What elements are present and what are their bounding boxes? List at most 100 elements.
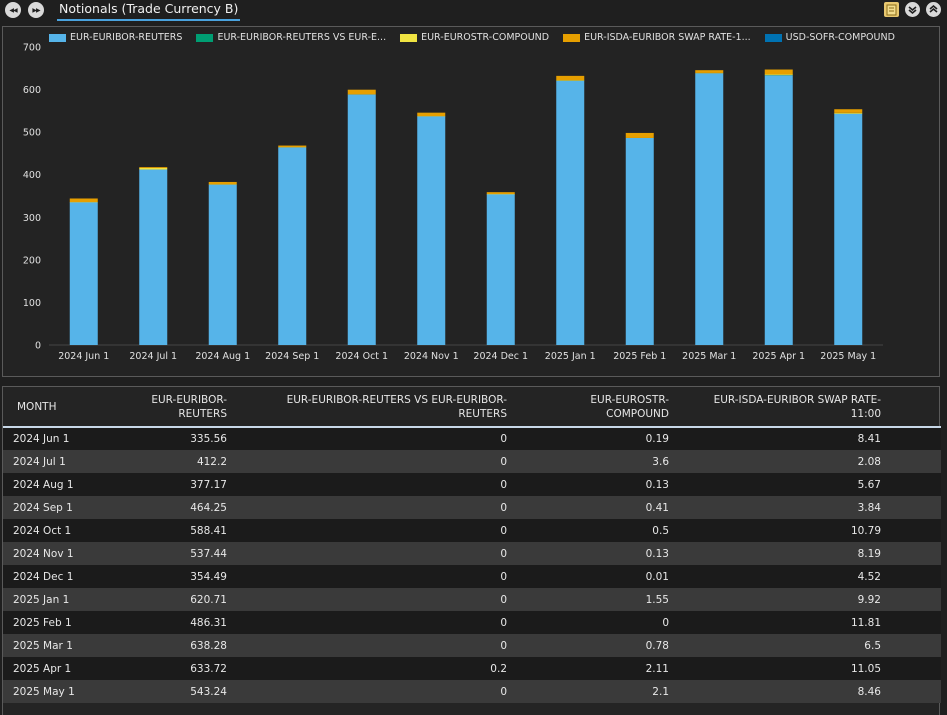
table-row[interactable]: 2025 Mar 1 638.28 0 0.78 6.5 [3,634,941,657]
notes-button[interactable] [884,2,899,17]
table-cell-value: 412.2 [196,455,227,468]
table-cell-value: 11.05 [850,662,881,675]
bar-segment[interactable] [139,167,168,168]
table-cell-month: 2025 Mar 1 [13,639,73,652]
chevron-down-icon [908,6,917,15]
bar-segment[interactable] [208,184,237,345]
table-row[interactable]: 2025 May 1 543.24 0 2.1 8.46 [3,680,941,703]
table-row[interactable]: 2024 Sep 1 464.25 0 0.41 3.84 [3,496,941,519]
table-cell-value: 486.31 [190,616,227,629]
table-cell-value: 9.92 [857,593,881,606]
table-cell-value: 0.01 [645,570,669,583]
bar-segment[interactable] [486,194,515,345]
bar-segment[interactable] [486,192,515,195]
bar-segment[interactable] [417,112,446,117]
bar-segment[interactable] [764,69,793,75]
table-cell-value: 2.11 [645,662,669,675]
stacked-bar-chart: 0 100 200 300 400 500 600 700 2024 Jun 1 2024 Jul… [23,43,883,362]
table-cell-value: 8.19 [857,547,881,560]
table-cell-value: 8.46 [857,685,881,698]
table-cell-month: 2025 Feb 1 [13,616,72,629]
column-header-eur-euribor-reuters[interactable]: EUR-EURIBOR-REUTERS [115,387,227,428]
table-row[interactable]: 2025 Feb 1 486.31 0 0 11.81 [3,611,941,634]
table-row[interactable]: 2024 Jul 1 412.2 0 3.6 2.08 [3,450,941,473]
table-cell-value: 0 [500,639,507,652]
bar-segment[interactable] [556,80,585,345]
table-cell-month: 2025 Apr 1 [13,662,72,675]
bar-segment[interactable] [764,75,793,345]
table-row[interactable]: 2024 Jun 1 335.56 0 0.19 8.41 [3,427,941,450]
bar-segment[interactable] [834,113,863,345]
table-row[interactable]: 2024 Oct 1 588.41 0 0.5 10.79 [3,519,941,542]
column-header-isda-euribor-swap[interactable]: EUR-ISDA-EURIBOR SWAP RATE-11:00 [669,387,881,428]
y-tick-label: 500 [23,128,41,139]
bar-segment[interactable] [556,75,585,81]
page-title-tab[interactable]: Notionals (Trade Currency B) [57,0,241,21]
table-cell-value: 0 [500,455,507,468]
table-row[interactable]: 2024 Nov 1 537.44 0 0.13 8.19 [3,542,941,565]
table-cell-value: 0 [500,433,507,445]
y-tick-label: 0 [35,341,41,352]
table-row[interactable]: 2025 Jan 1 620.71 0 1.55 9.92 [3,588,941,611]
top-bar: ◀◀ ▶▶ Notionals (Trade Currency B) [0,0,947,22]
table-cell-month: 2025 Jan 1 [13,593,70,606]
table-header-row: MONTH EUR-EURIBOR-REUTERS EUR-EURIBOR-RE… [3,387,941,428]
legend-label: EUR-EURIBOR-REUTERS [70,32,183,43]
table-cell-value: 588.41 [190,524,227,537]
y-tick-label: 700 [23,43,41,54]
column-header-label: EUR-EURIBOR-REUTERS VS EUR-EURIBOR-REUTE… [286,393,507,420]
column-header-month[interactable]: MONTH [3,387,115,428]
table-cell-value: 0.19 [645,433,669,445]
bar-segment[interactable] [695,73,724,345]
table-cell-month: 2024 Aug 1 [13,478,74,491]
legend-swatch [764,33,782,42]
bar-segment[interactable] [278,145,307,148]
table-cell-value: 633.72 [190,662,227,675]
bar-segment[interactable] [347,89,376,95]
bar-segment[interactable] [625,137,654,345]
table-cell-month: 2024 Jun 1 [13,433,70,445]
forward-button[interactable]: ▶▶ [28,2,44,18]
legend-swatch [49,33,66,42]
bar-segment[interactable] [417,116,446,345]
chevron-up-icon [929,4,938,13]
table-cell-value: 0.13 [645,478,669,491]
table-row[interactable]: 2024 Aug 1 377.17 0 0.13 5.67 [3,473,941,496]
bar-segment[interactable] [834,109,863,113]
table-cell-value: 0 [500,547,507,560]
column-header-euribor-vs-euribor[interactable]: EUR-EURIBOR-REUTERS VS EUR-EURIBOR-REUTE… [227,387,507,428]
bar-segment[interactable] [347,94,376,345]
bar-segment[interactable] [278,147,307,345]
bar-segment[interactable] [556,80,585,81]
bar-segment[interactable] [695,70,724,73]
table-row[interactable]: 2024 Dec 1 354.49 0 0.01 4.52 [3,565,941,588]
bar-segment[interactable] [69,198,98,203]
bar-segment[interactable] [764,74,793,76]
legend-item[interactable]: EUR-EURIBOR-REUTERS [49,32,182,43]
table-cell-spacer [881,496,941,519]
table-cell-value: 3.6 [652,455,669,468]
bar-segment[interactable] [208,181,237,185]
bar-segment[interactable] [139,167,168,170]
table-cell-value: 5.67 [857,478,881,491]
table-cell-value: 0 [500,593,507,606]
legend-label: EUR-EUROSTR-COMPOUND [421,32,550,43]
bar-segment[interactable] [139,169,168,345]
table-cell-month: 2025 May 1 [13,685,75,698]
bar-segment[interactable] [625,132,654,138]
x-tick-label: 2024 Aug 1 [195,351,250,362]
legend-swatch [400,33,418,42]
collapse-down-button[interactable] [905,2,920,17]
legend-item[interactable]: EUR-EURIBOR-REUTERS VS EUR-E... [196,32,386,43]
back-button[interactable]: ◀◀ [5,2,21,18]
legend-item[interactable]: EUR-ISDA-EURIBOR SWAP RATE-1... [563,32,751,43]
legend-item[interactable]: EUR-EUROSTR-COMPOUND [400,32,549,43]
column-header-eurostr-compound[interactable]: EUR-EUROSTR-COMPOUND [507,387,669,428]
table-cell-spacer [881,680,941,703]
bar-segment[interactable] [69,202,98,345]
bar-segment[interactable] [834,112,863,114]
table-cell-spacer [881,427,941,450]
table-row[interactable]: 2025 Apr 1 633.72 0.2 2.11 11.05 [3,657,941,680]
legend-item[interactable]: USD-SOFR-COMPOUND [764,32,895,43]
collapse-up-button[interactable] [926,2,941,17]
